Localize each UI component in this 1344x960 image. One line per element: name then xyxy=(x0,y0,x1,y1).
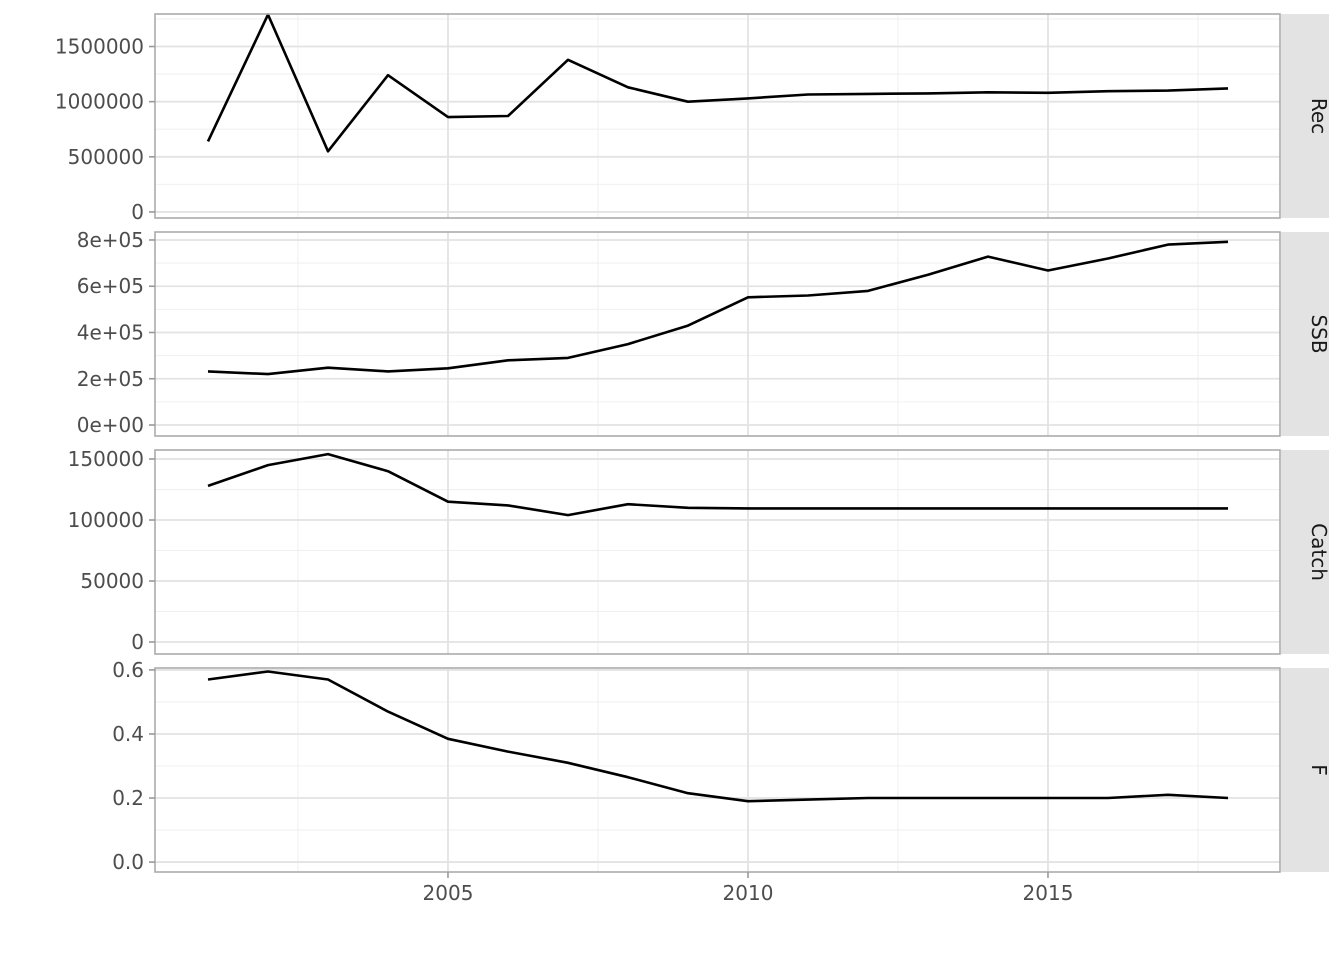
x-tick-label: 2010 xyxy=(723,881,774,905)
x-tick-label: 2005 xyxy=(423,881,474,905)
y-tick-label: 1500000 xyxy=(55,35,144,59)
strip-label-rec: Rec xyxy=(1307,98,1331,134)
panel-background-rec xyxy=(155,14,1280,218)
data-line-rec xyxy=(206,13,1229,153)
y-tick-label: 0.2 xyxy=(112,786,144,810)
data-line-ssb xyxy=(207,240,1229,376)
y-tick-label: 150000 xyxy=(68,447,144,471)
strip-label-ssb: SSB xyxy=(1307,314,1331,353)
y-tick-label: 4e+05 xyxy=(77,320,144,344)
panel-border-catch xyxy=(154,449,1281,655)
panel-border-f xyxy=(154,667,1281,873)
y-tick-label: 8e+05 xyxy=(77,228,144,252)
y-tick-label: 2e+05 xyxy=(77,367,144,391)
strip-background-catch xyxy=(1281,450,1329,654)
y-tick-label: 0.6 xyxy=(112,658,144,682)
y-tick-label: 1000000 xyxy=(55,90,144,114)
facet-catch: 150000 100000 50000 0 Catch xyxy=(68,447,1331,655)
strip-label-f: F xyxy=(1307,764,1331,776)
x-tick-label: 2015 xyxy=(1023,881,1074,905)
y-tick-label: 0 xyxy=(131,200,144,224)
strip-background-ssb xyxy=(1281,232,1329,436)
y-tick-label: 0.0 xyxy=(112,850,144,874)
y-tick-label: 500000 xyxy=(68,145,144,169)
data-line-f xyxy=(207,670,1229,803)
y-tick-label: 0.4 xyxy=(112,722,144,746)
panel-border-ssb xyxy=(154,231,1281,437)
y-tick-label: 6e+05 xyxy=(77,274,144,298)
strip-label-catch: Catch xyxy=(1307,523,1331,581)
y-tick-label: 50000 xyxy=(80,569,144,593)
panel-background-f xyxy=(155,668,1280,872)
panel-background-catch xyxy=(155,450,1280,654)
strip-background-rec xyxy=(1281,14,1329,218)
data-line-catch xyxy=(207,452,1228,517)
facet-f: 0.6 0.4 0.2 0.0 F xyxy=(112,658,1331,874)
panel-border-rec xyxy=(154,13,1281,219)
y-tick-label: 0 xyxy=(131,630,144,654)
x-axis: 2005 2010 2015 xyxy=(423,872,1074,905)
facet-ssb: 8e+05 6e+05 4e+05 2e+05 0e+00 SSB xyxy=(77,228,1331,437)
y-tick-label: 100000 xyxy=(68,508,144,532)
facet-rec: 1500000 1000000 500000 0 Rec xyxy=(55,13,1331,224)
strip-background-f xyxy=(1281,668,1329,872)
y-tick-label: 0e+00 xyxy=(77,413,144,437)
